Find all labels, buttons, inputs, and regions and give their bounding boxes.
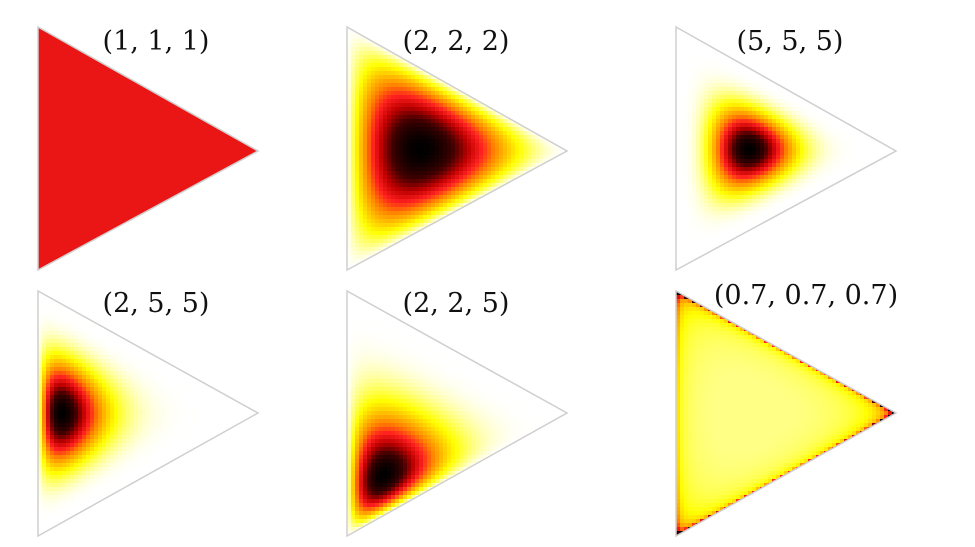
panel-2-5-5: (2, 5, 5) xyxy=(37,288,260,538)
panel-title: (2, 2, 5) xyxy=(403,288,510,319)
density-heatmap xyxy=(347,27,567,270)
simplex-outline xyxy=(675,25,898,272)
panel-title: (1, 1, 1) xyxy=(103,26,210,57)
panel-5-5-5: (5, 5, 5) xyxy=(675,25,898,272)
density-heatmap xyxy=(38,27,258,270)
density-heatmap xyxy=(38,291,258,536)
simplex-outline xyxy=(37,289,260,538)
panel-0-7-0-7-0-7: (0.7, 0.7, 0.7) xyxy=(675,280,898,538)
panel-title: (2, 5, 5) xyxy=(103,288,210,319)
panel-title: (2, 2, 2) xyxy=(403,26,510,57)
panel-2-2-2: (2, 2, 2) xyxy=(346,25,569,272)
simplex-outline xyxy=(346,289,569,538)
density-heatmap xyxy=(676,291,896,536)
panel-title: (0.7, 0.7, 0.7) xyxy=(714,280,898,311)
simplex-outline xyxy=(37,25,260,272)
simplex-outline xyxy=(675,289,898,538)
simplex-outline xyxy=(346,25,569,272)
density-heatmap xyxy=(676,27,896,270)
panel-1-1-1: (1, 1, 1) xyxy=(37,25,260,272)
density-heatmap xyxy=(347,291,567,536)
panel-2-2-5: (2, 2, 5) xyxy=(346,288,569,538)
panel-title: (5, 5, 5) xyxy=(737,26,844,57)
